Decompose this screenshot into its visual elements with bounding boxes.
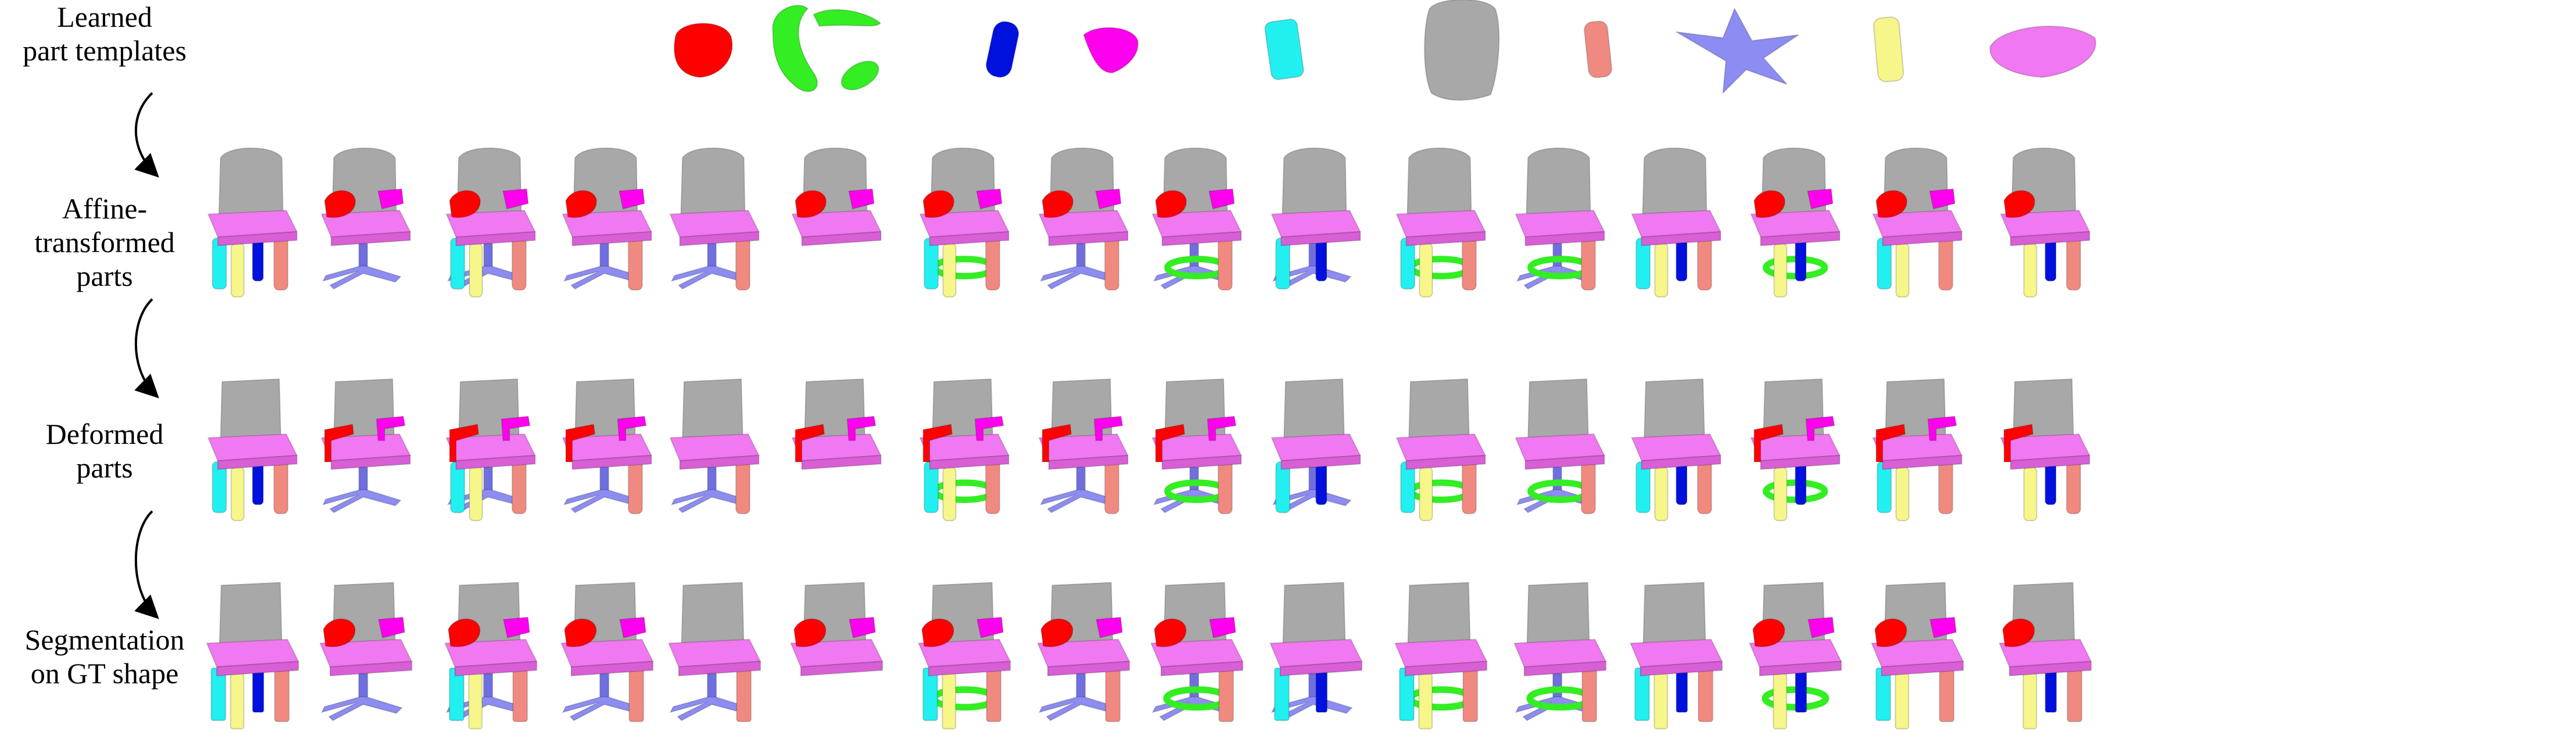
chair-segmentation [1629,582,1724,730]
chair-affine [1038,147,1129,291]
chair-deformed [1514,378,1606,515]
flow-arrow [134,298,159,399]
chair-deformed [1750,378,1841,522]
chair-deformed [1038,378,1129,515]
chair-affine [1514,147,1606,291]
chair-segmentation [206,582,300,730]
chair-deformed [561,378,653,515]
chair-deformed [669,378,760,515]
chair-affine [207,147,298,298]
template-part-magenta [1083,27,1139,74]
row-label-line: parts [76,451,133,484]
flow-arrow [134,92,159,178]
template-part-pink [1989,26,2097,78]
chair-affine [919,147,1010,298]
chair-deformed [2000,378,2091,522]
template-part-cyan [1264,19,1305,80]
chair-segmentation [668,582,762,723]
template-part-salmon [1583,20,1613,78]
chair-segmentation [1513,582,1607,723]
chair-affine [1872,147,1963,298]
row-arrows [134,92,159,619]
chair-segmentation [1998,582,2093,730]
chair-segmentation [319,582,413,722]
chair-affine [1395,147,1486,298]
chair-segmentation [444,582,538,730]
row-label-segmentation: Segmentation on GT shape [0,623,209,690]
chair-segmentation [1269,582,1363,722]
template-part-lavender [1676,8,1799,94]
chair-deformed [207,378,298,522]
chair-deformed [320,378,411,514]
chair-deformed [1270,378,1362,514]
row-label-line: Affine- [62,192,148,225]
chair-affine [445,147,536,298]
chair-affine [561,147,653,291]
chair-deformed [1395,378,1486,522]
chair-deformed [445,378,536,522]
chair-segmentation [1394,582,1488,730]
chair-segmentation [560,582,654,723]
row-label-line: Segmentation [24,623,185,656]
template-part-green [772,5,882,92]
chair-affine [1750,147,1841,298]
row-label-line: on GT shape [30,657,179,690]
row-label-templates: Learned part templates [0,0,209,67]
chair-deformed [1631,378,1722,522]
template-part-gray [1424,0,1500,101]
template-part-red [673,23,733,78]
template-row [673,0,2097,101]
chair-deformed [1872,378,1963,522]
chair-deformed [919,378,1010,522]
row-label-deformed: Deformed parts [0,417,209,484]
chair-affine [1631,147,1722,298]
chair-affine [2000,147,2091,298]
chair-segmentation [1037,582,1131,723]
row-label-line: parts [76,260,133,292]
chair-affine [791,147,882,246]
chair-affine [1151,147,1242,291]
chair-segmentation [1749,582,1843,730]
chair-affine [1270,147,1362,290]
template-part-blue [986,21,1019,78]
chair-grid [206,147,2093,730]
row-label-line: part templates [23,34,187,67]
flow-arrow [134,510,159,619]
chair-deformed [791,378,882,470]
chair-segmentation [918,582,1012,730]
row-label-affine: Affine- transformed parts [0,192,209,293]
row-label-line: Learned [57,1,152,33]
chair-segmentation [790,582,884,677]
chair-segmentation [1871,582,1965,730]
row-label-line: transformed [34,226,175,259]
chair-segmentation [1150,582,1244,723]
chair-deformed [1151,378,1242,515]
template-part-yellow [1873,16,1904,82]
row-label-line: Deformed [45,418,164,450]
chair-affine [669,147,760,291]
chair-affine [320,147,411,290]
